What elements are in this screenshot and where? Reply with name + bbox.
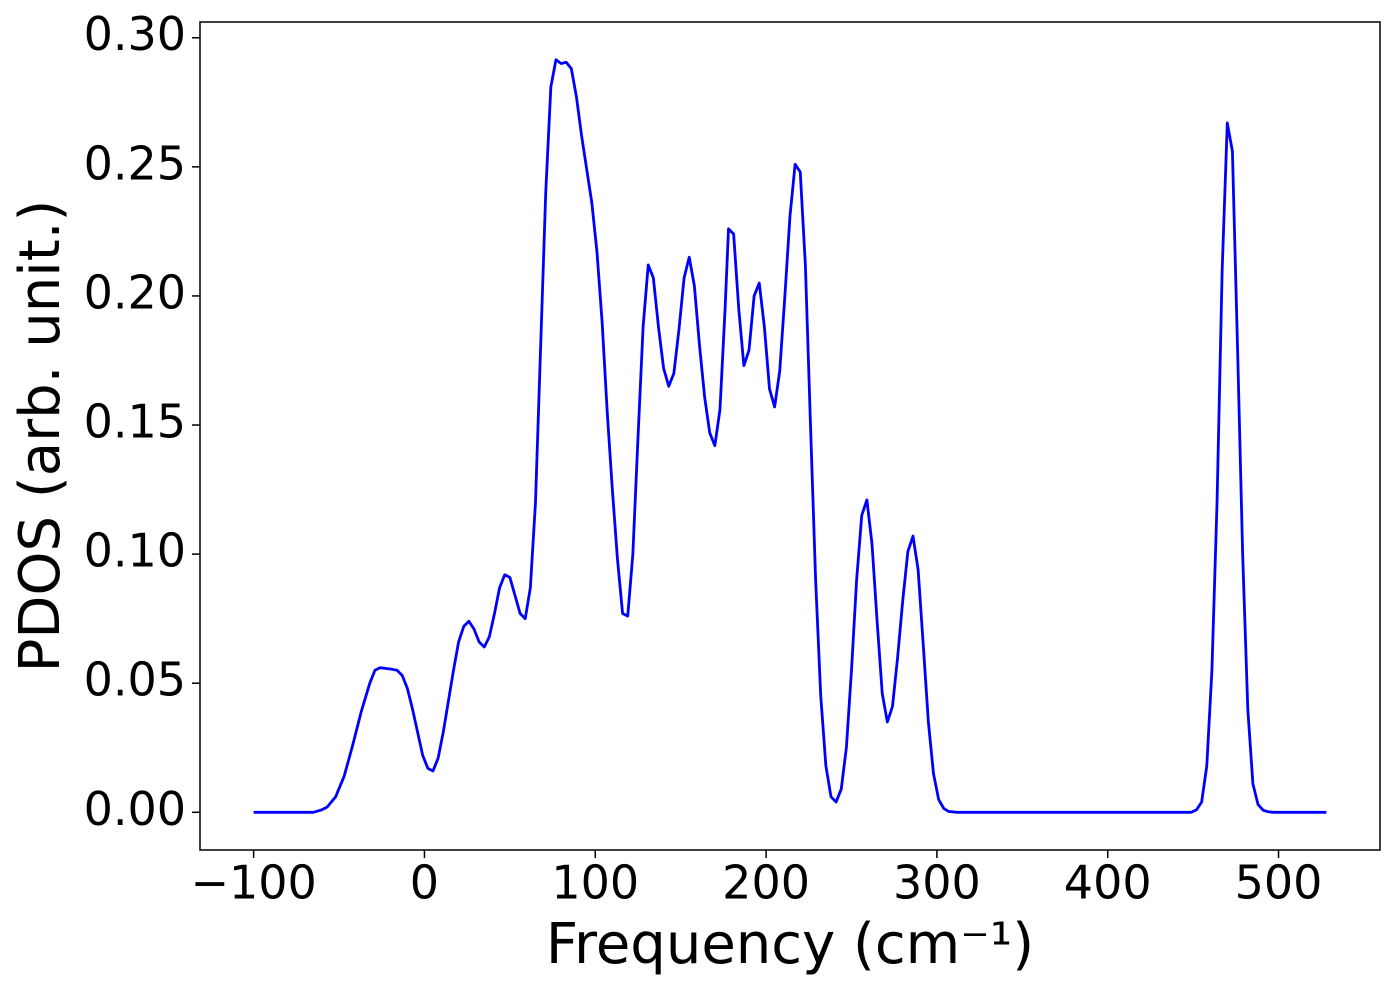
plot-frame: [199, 21, 1381, 851]
x-tick-label: 0: [410, 856, 439, 910]
y-tick-label: 0.15: [84, 395, 186, 449]
x-tick-label: 300: [893, 856, 981, 910]
x-tick-label: 400: [1064, 856, 1152, 910]
y-tick-label: 0.30: [84, 7, 186, 61]
y-tick-label: 0.20: [84, 265, 186, 319]
x-tick-label: 100: [551, 856, 639, 910]
y-tick-label: 0.25: [84, 136, 186, 190]
x-tick-label: 500: [1235, 856, 1323, 910]
x-axis-label: Frequency (cm⁻¹): [546, 912, 1034, 977]
y-tick-label: 0.00: [84, 782, 186, 836]
y-tick-label: 0.05: [84, 653, 186, 707]
line: [253, 58, 1327, 814]
x-tick-label: −100: [190, 856, 316, 910]
y-tick-label: 0.10: [84, 524, 186, 578]
x-tick-label: 200: [722, 856, 810, 910]
y-axis-label: PDOS (arb. unit.): [8, 200, 73, 673]
